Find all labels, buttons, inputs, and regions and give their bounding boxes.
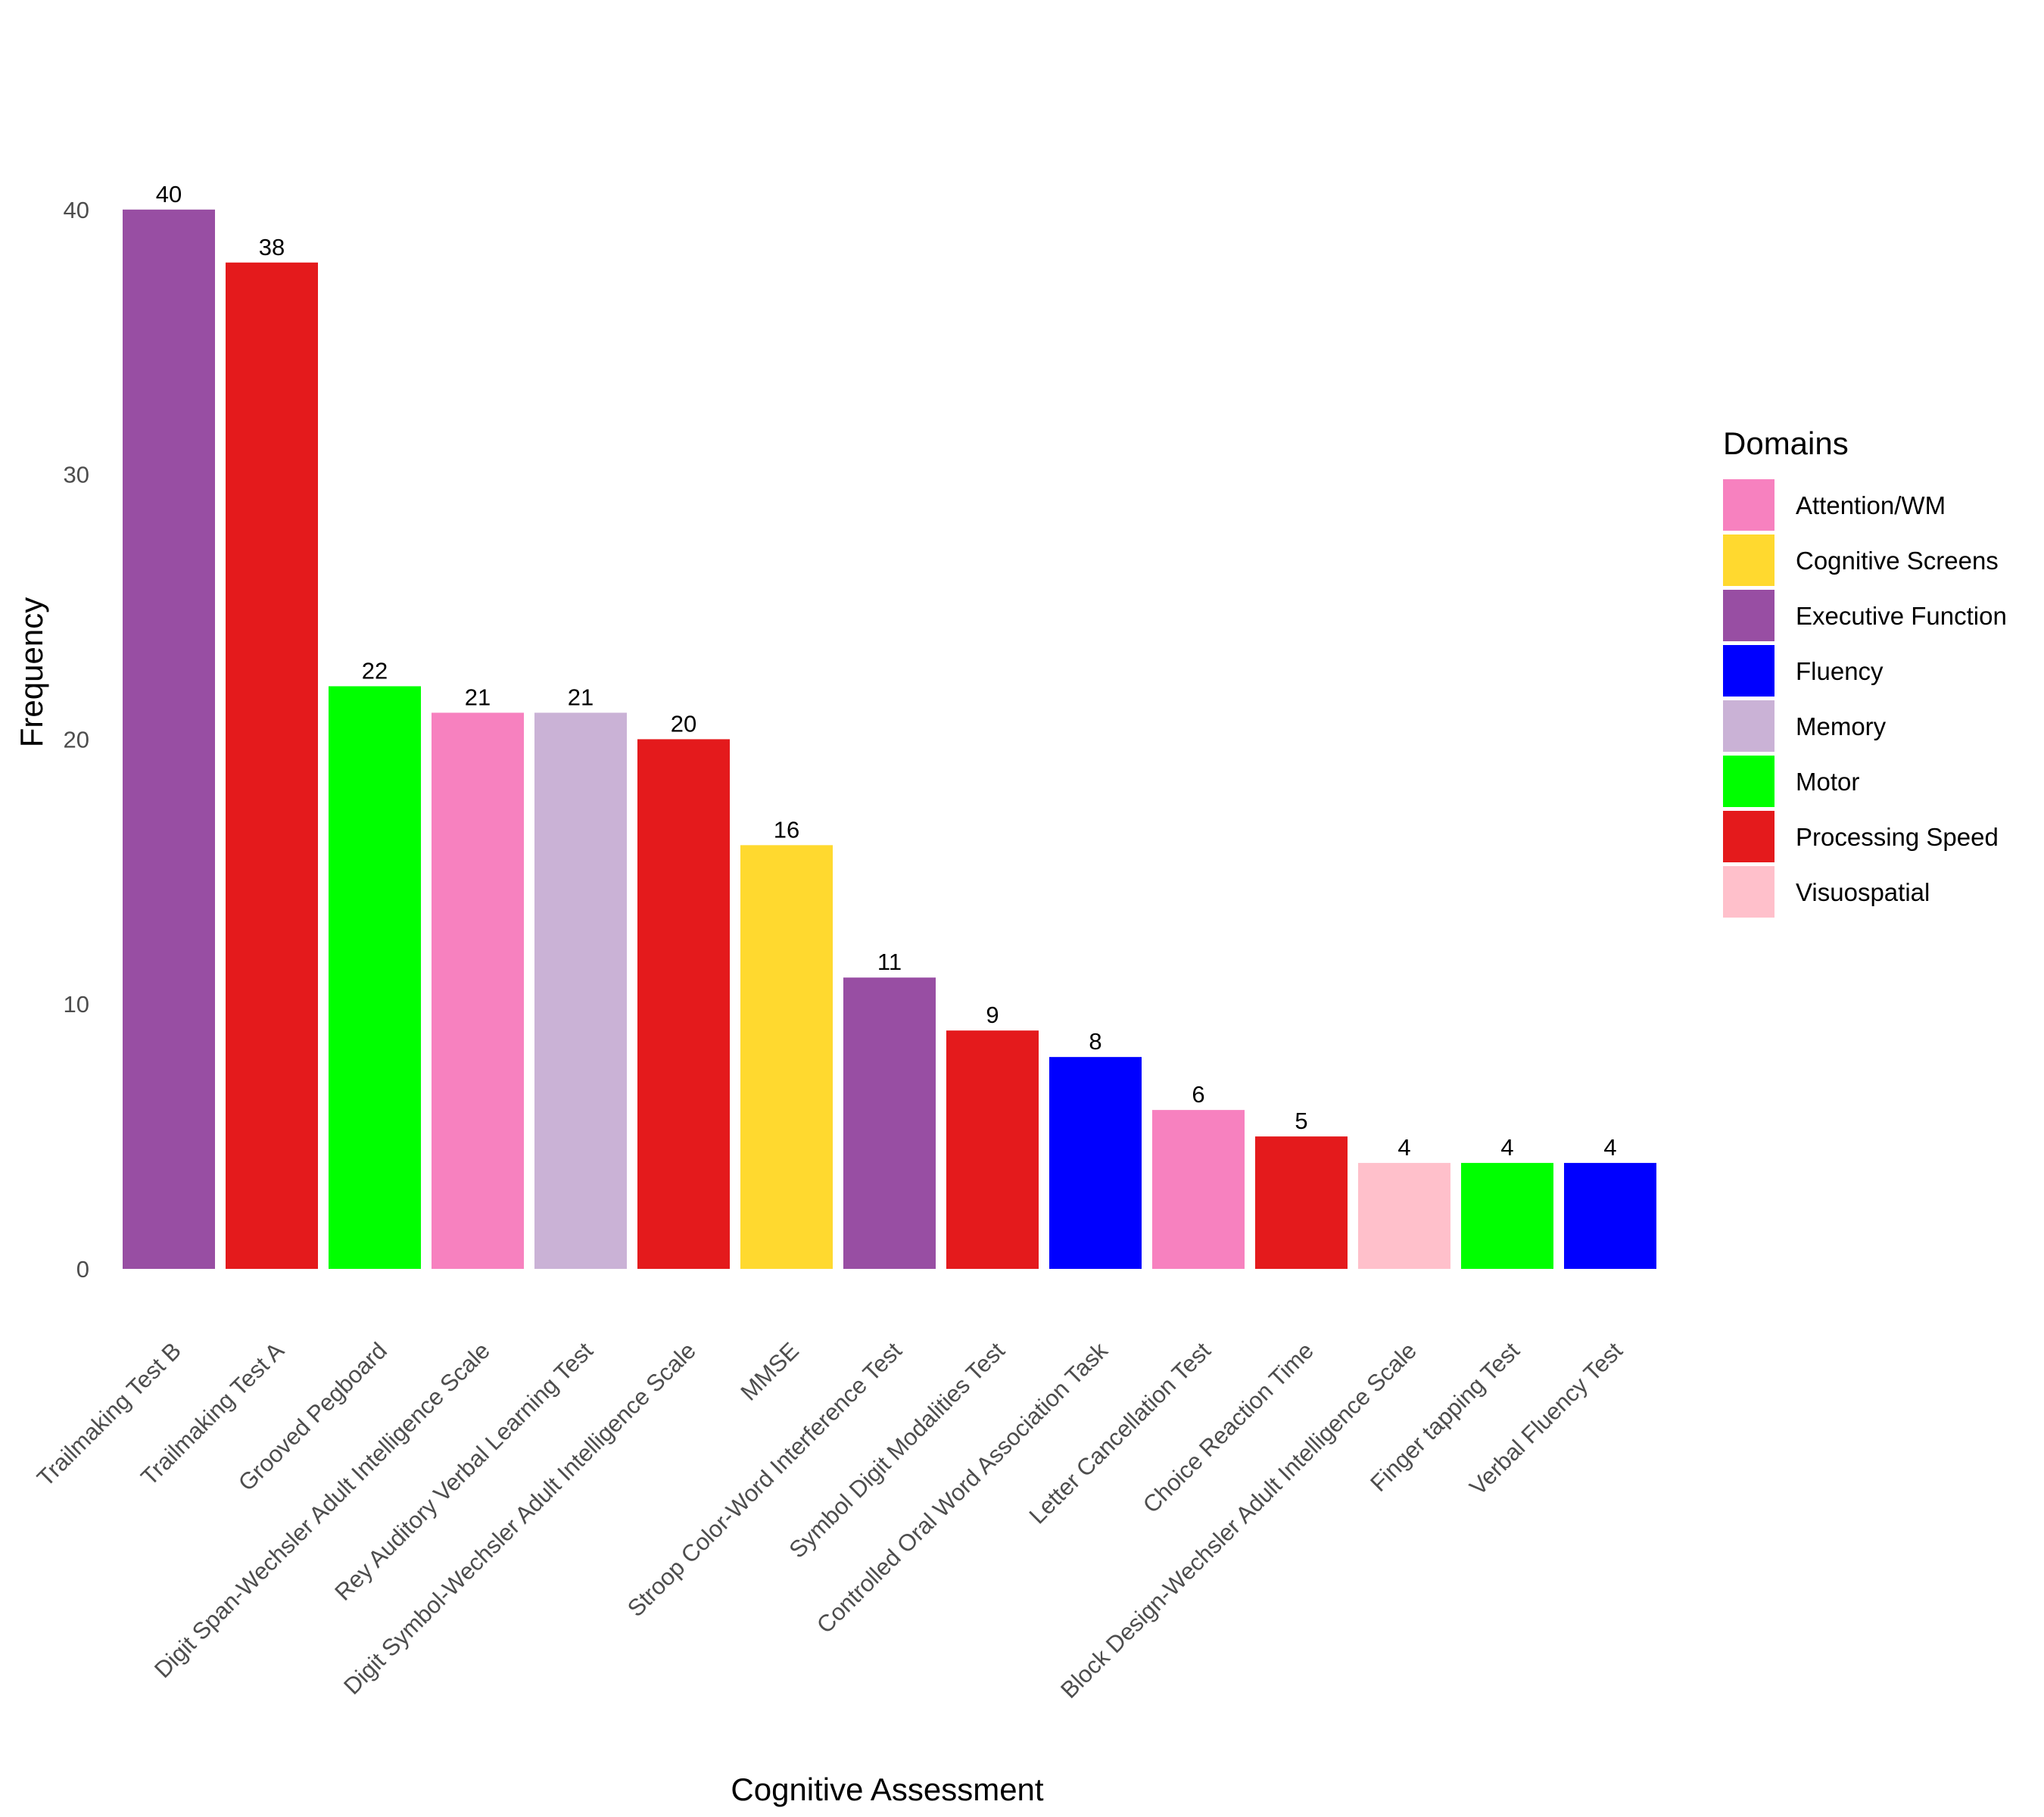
legend-swatch [1723,811,1774,862]
bar [329,686,421,1269]
y-tick-label: 20 [64,726,89,753]
bar [1461,1163,1553,1269]
y-axis-title: Frequency [14,597,49,747]
data-label: 9 [986,1002,999,1028]
data-label: 40 [156,181,182,207]
y-tick-label: 0 [76,1256,89,1282]
legend-swatch [1723,535,1774,586]
x-tick-label: Block Design-Wechsler Adult Intelligence… [1055,1337,1422,1703]
legend-label: Processing Speed [1796,823,1999,851]
y-tick-label: 10 [64,991,89,1018]
legend: Domains Attention/WM Cognitive Screens Exe… [1723,425,2007,918]
legend-label: Executive Function [1796,602,2007,630]
x-axis-title: Cognitive Assessment [731,1772,1044,1807]
data-label: 16 [774,816,799,843]
data-labels: 40 38 22 21 21 20 16 11 9 8 6 5 4 4 4 [156,181,1617,1161]
data-label: 11 [877,949,902,975]
data-label: 8 [1089,1028,1101,1055]
bar [740,845,833,1269]
legend-label: Memory [1796,712,1887,740]
data-label: 22 [362,657,388,684]
bar [843,977,936,1269]
legend-swatch [1723,756,1774,807]
bar [1564,1163,1656,1269]
legend-swatch [1723,479,1774,531]
x-tick-label: Symbol Digit Modalities Test [784,1337,1010,1563]
bar [123,209,215,1269]
y-axis-ticks: 0 10 20 30 40 [64,197,89,1282]
x-tick-label: MMSE [735,1337,804,1406]
bar [226,262,318,1269]
legend-label: Fluency [1796,657,1884,685]
bar [432,712,524,1269]
y-tick-label: 40 [64,197,89,223]
legend-swatch [1723,645,1774,697]
data-label: 4 [1603,1134,1616,1161]
data-label: 4 [1500,1134,1513,1161]
x-tick-label: Letter Cancellation Test [1024,1337,1217,1529]
data-label: 20 [671,710,696,737]
bar [1358,1163,1450,1269]
legend-title: Domains [1723,425,1849,461]
y-tick-label: 30 [64,462,89,488]
bar [1152,1110,1245,1269]
legend-label: Visuospatial [1796,878,1930,906]
legend-label: Motor [1796,768,1859,796]
data-label: 38 [259,234,285,260]
legend-swatch [1723,590,1774,641]
legend-label: Attention/WM [1796,491,1946,519]
bar [1049,1057,1142,1269]
bar [1255,1136,1348,1269]
legend-items: Attention/WM Cognitive Screens Executive F… [1723,479,2007,918]
x-tick-label: Digit Symbol-Wechsler Adult Intelligence… [338,1337,701,1700]
bar [637,739,730,1269]
data-label: 4 [1397,1134,1410,1161]
legend-swatch [1723,866,1774,918]
data-label: 21 [568,684,594,710]
data-label: 21 [465,684,491,710]
bar [946,1030,1039,1269]
data-label: 5 [1295,1108,1307,1134]
data-label: 6 [1192,1081,1204,1108]
bar [534,712,627,1269]
bars [123,209,1656,1269]
legend-swatch [1723,700,1774,752]
legend-label: Cognitive Screens [1796,547,1999,575]
x-tick-label: Choice Reaction Time [1138,1337,1319,1518]
